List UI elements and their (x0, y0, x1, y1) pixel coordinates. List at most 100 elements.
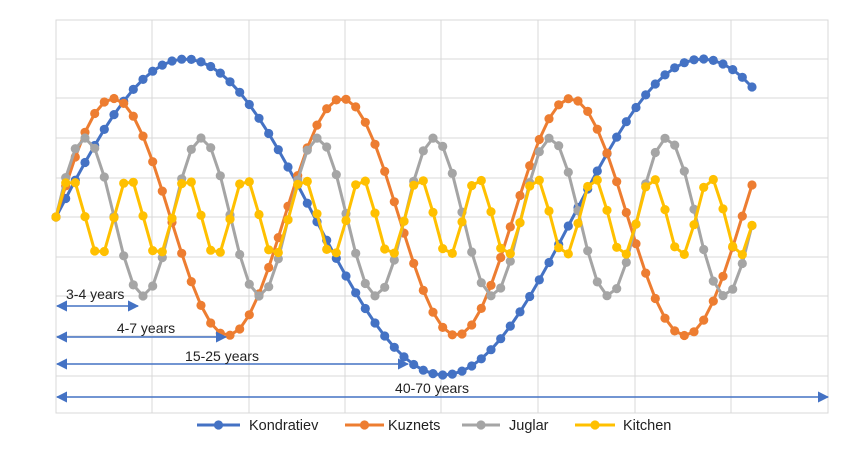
point-kuznets-14 (186, 277, 196, 287)
point-kitchen-35 (389, 248, 399, 258)
point-kitchen-40 (438, 244, 448, 254)
point-kondratiev-15 (196, 57, 206, 67)
series-layer (51, 54, 757, 380)
point-kitchen-25 (293, 179, 303, 189)
point-kitchen-61 (641, 182, 651, 192)
point-kitchen-21 (254, 209, 264, 220)
point-kuznets-4 (90, 108, 100, 119)
point-kitchen-52 (554, 243, 564, 253)
point-kuznets-37 (409, 258, 419, 268)
point-kitchen-31 (351, 180, 361, 190)
point-juglar-52 (554, 141, 564, 151)
point-kitchen-5 (99, 246, 109, 257)
point-kitchen-30 (341, 215, 351, 226)
point-juglar-71 (737, 258, 747, 269)
point-kuznets-42 (457, 329, 467, 339)
point-kuznets-72 (747, 180, 757, 190)
point-kitchen-70 (728, 241, 738, 251)
point-kondratiev-51 (544, 257, 554, 268)
legend-label: Kondratiev (249, 418, 319, 434)
point-kuznets-44 (476, 303, 486, 313)
point-kuznets-31 (351, 102, 361, 112)
point-kitchen-38 (418, 176, 428, 186)
point-kuznets-34 (380, 166, 390, 176)
point-kitchen-57 (602, 205, 612, 215)
point-kuznets-43 (467, 320, 477, 330)
span-4-7-years: 4-7 years (55, 320, 228, 343)
point-kitchen-63 (660, 205, 670, 215)
span-label: 4-7 years (117, 320, 175, 336)
point-kitchen-42 (457, 217, 467, 227)
span-3-4-years: 3-4 years (55, 286, 140, 312)
point-kondratiev-30 (341, 271, 351, 281)
point-kitchen-55 (583, 181, 593, 192)
point-kondratiev-20 (244, 99, 254, 110)
point-juglar-15 (196, 133, 206, 143)
point-juglar-38 (418, 146, 428, 156)
point-kitchen-12 (167, 213, 177, 223)
point-kitchen-64 (670, 242, 680, 252)
point-kuznets-35 (389, 197, 399, 207)
point-kuznets-66 (689, 327, 699, 337)
point-kuznets-45 (486, 280, 496, 290)
legend-marker (590, 420, 600, 430)
point-kitchen-20 (244, 177, 254, 187)
point-kuznets-13 (177, 248, 187, 258)
point-kuznets-20 (244, 310, 254, 320)
point-juglar-53 (563, 167, 573, 177)
point-kuznets-69 (718, 271, 728, 281)
point-kitchen-15 (196, 210, 206, 220)
point-juglar-16 (206, 143, 216, 153)
point-juglar-51 (544, 133, 554, 143)
point-kitchen-32 (360, 176, 370, 186)
point-kondratiev-12 (167, 56, 177, 66)
point-kuznets-65 (679, 330, 689, 341)
legend: Kondratiev Kuznets Juglar Kitchen (197, 418, 671, 434)
point-kondratiev-65 (679, 58, 689, 68)
point-juglar-69 (718, 291, 728, 301)
point-juglar-2 (70, 144, 80, 154)
point-kitchen-1 (61, 178, 71, 188)
point-kondratiev-34 (380, 331, 390, 341)
point-juglar-8 (128, 280, 138, 290)
point-kitchen-56 (592, 175, 602, 185)
point-juglar-68 (708, 276, 718, 286)
point-kondratiev-60 (631, 102, 641, 113)
point-kondratiev-14 (186, 54, 196, 64)
point-kuznets-15 (196, 300, 206, 310)
point-juglar-64 (670, 140, 680, 150)
point-kitchen-66 (689, 220, 699, 230)
point-kitchen-19 (235, 179, 245, 189)
point-kuznets-39 (428, 307, 438, 317)
span-label: 3-4 years (66, 286, 124, 302)
point-kitchen-7 (119, 178, 129, 188)
point-kuznets-28 (322, 104, 332, 114)
point-juglar-10 (148, 281, 158, 291)
point-juglar-22 (264, 282, 274, 292)
legend-item-kitchen: Kitchen (575, 418, 671, 434)
point-juglar-5 (99, 172, 109, 182)
point-kitchen-49 (525, 181, 535, 191)
point-juglar-57 (602, 291, 612, 301)
point-kitchen-26 (302, 176, 312, 186)
point-kitchen-36 (399, 216, 409, 226)
point-kuznets-48 (515, 190, 525, 201)
point-kondratiev-53 (563, 221, 573, 231)
point-kondratiev-67 (699, 54, 709, 64)
point-kitchen-10 (148, 246, 158, 256)
point-juglar-31 (351, 248, 361, 258)
point-kondratiev-11 (157, 60, 167, 70)
point-juglar-33 (370, 291, 380, 301)
point-kitchen-22 (264, 245, 274, 255)
point-kondratiev-8 (128, 84, 138, 94)
point-juglar-34 (380, 282, 390, 292)
point-kondratiev-61 (641, 90, 651, 100)
point-kondratiev-35 (389, 342, 399, 352)
point-kitchen-11 (157, 247, 167, 257)
point-juglar-55 (583, 246, 593, 256)
point-kondratiev-66 (689, 55, 699, 65)
point-kondratiev-44 (476, 354, 486, 364)
point-kondratiev-26 (302, 198, 312, 208)
point-kitchen-33 (370, 208, 380, 218)
point-kondratiev-17 (215, 68, 225, 78)
